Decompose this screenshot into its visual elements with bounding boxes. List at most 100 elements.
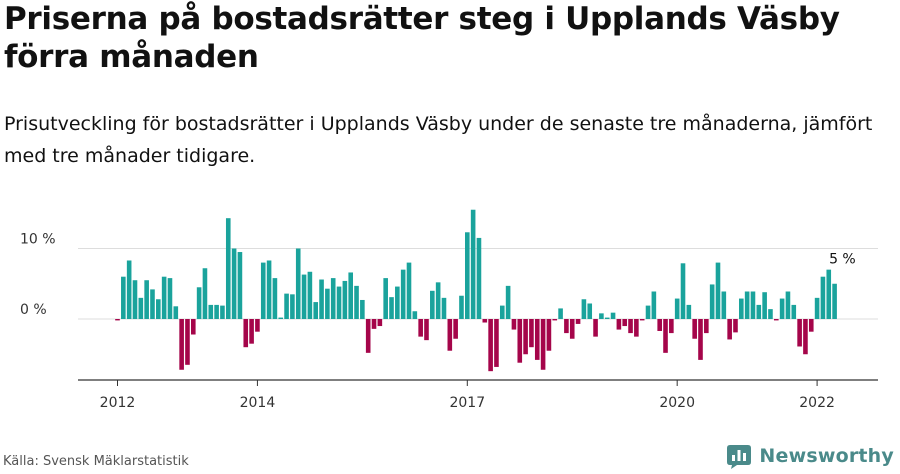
- bar: [762, 292, 767, 319]
- bar: [330, 278, 336, 319]
- bar: [791, 304, 797, 319]
- bar: [581, 299, 587, 319]
- bar: [138, 297, 144, 319]
- bar: [657, 319, 662, 331]
- bar: [680, 263, 686, 319]
- x-tick-label: 2014: [240, 395, 276, 411]
- bar: [651, 291, 657, 319]
- y-tick-label: 10 %: [20, 232, 56, 248]
- bar: [715, 262, 721, 319]
- bar: [220, 305, 225, 319]
- brand-name: Newsworthy: [759, 445, 894, 467]
- bar: [663, 319, 668, 353]
- bar: [301, 274, 307, 319]
- bar: [272, 278, 278, 319]
- bar: [692, 319, 697, 339]
- bar: [773, 319, 779, 321]
- bar: [470, 209, 476, 319]
- bar: [441, 297, 447, 319]
- bar: [546, 319, 552, 351]
- x-tick-label: 2017: [449, 395, 485, 411]
- bar: [435, 282, 441, 319]
- bar: [704, 319, 709, 334]
- bar: [476, 237, 482, 319]
- bar: [465, 232, 470, 319]
- brand-logo[interactable]: Newsworthy: [725, 440, 894, 472]
- bar: [453, 319, 458, 339]
- bar: [196, 287, 202, 319]
- bar: [529, 319, 534, 348]
- bar: [575, 319, 581, 324]
- bar: [295, 248, 301, 319]
- bar: [132, 280, 138, 319]
- bar: [604, 317, 610, 319]
- bar: [208, 304, 214, 319]
- bar: [225, 218, 231, 319]
- bar: [342, 280, 348, 319]
- bar: [278, 317, 284, 319]
- bar: [564, 319, 569, 334]
- bar: [808, 319, 814, 332]
- bar: [610, 312, 616, 319]
- bar: [779, 298, 785, 320]
- bar: [202, 268, 208, 319]
- bar: [820, 276, 826, 319]
- bar: [639, 319, 645, 321]
- bar: [616, 319, 622, 330]
- bar: [459, 295, 464, 319]
- bar: [803, 319, 808, 355]
- bar: [179, 319, 184, 370]
- bar: [593, 319, 598, 337]
- bar: [494, 319, 499, 367]
- page-title: Priserna på bostadsrätter steg i Uppland…: [4, 1, 840, 75]
- bar: [231, 248, 237, 319]
- source-note: Källa: Svensk Mäklarstatistik: [3, 454, 189, 469]
- bar: [628, 319, 633, 334]
- bar: [290, 294, 295, 320]
- page-subtitle: Prisutveckling för bostadsrätter i Uppla…: [4, 113, 873, 167]
- bar: [733, 319, 738, 333]
- bar: [785, 291, 791, 319]
- bar: [739, 298, 744, 320]
- bar: [674, 298, 680, 320]
- bar: [336, 286, 342, 319]
- x-tick-label: 2022: [799, 395, 835, 411]
- bar: [319, 279, 324, 319]
- bar: [505, 285, 511, 319]
- x-tick-label: 2012: [100, 395, 136, 411]
- bar: [482, 319, 488, 323]
- bar: [406, 262, 412, 319]
- bar: [418, 319, 423, 337]
- bar: [727, 319, 732, 340]
- bar: [669, 319, 674, 334]
- bar: [797, 319, 802, 347]
- bar: [360, 299, 365, 320]
- bar: [750, 291, 756, 319]
- bar: [430, 290, 435, 319]
- bar: [150, 289, 155, 319]
- bar: [721, 291, 727, 319]
- bar: [173, 306, 179, 319]
- bar: [260, 262, 266, 319]
- bar: [523, 319, 528, 355]
- bar: [756, 304, 762, 319]
- bar: [156, 299, 161, 319]
- bar: [511, 319, 517, 330]
- bar: [447, 319, 453, 351]
- bar: [237, 252, 243, 319]
- bar: [284, 293, 289, 319]
- bar: [569, 319, 575, 339]
- bar: [389, 297, 394, 319]
- bar: [709, 284, 715, 319]
- bar: [190, 319, 196, 335]
- bar: [826, 269, 832, 319]
- newsworthy-logo-icon: [727, 445, 752, 469]
- bar: [540, 319, 546, 370]
- bar: [634, 319, 639, 337]
- bar: [266, 260, 272, 319]
- bar: [243, 319, 249, 348]
- bar: [348, 272, 353, 319]
- bar: [313, 302, 319, 319]
- bar: [488, 319, 493, 372]
- bar: [383, 278, 388, 319]
